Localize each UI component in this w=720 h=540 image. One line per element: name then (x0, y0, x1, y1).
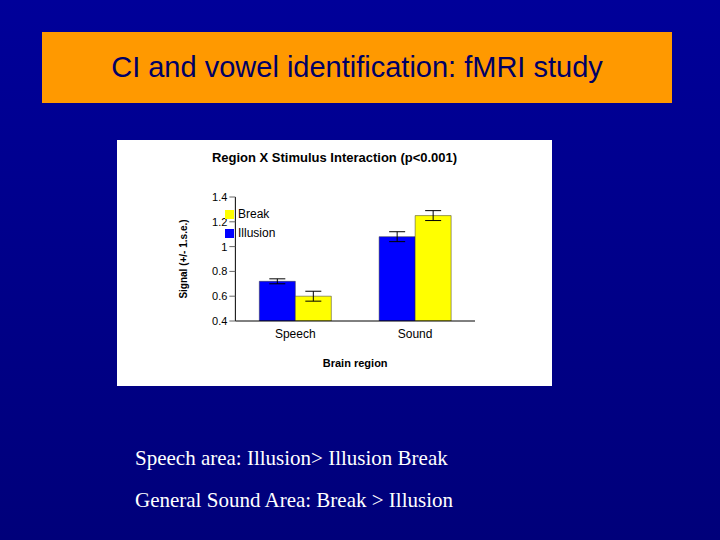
html-text:CI and vowel identification: f: CI and vowel identification: fMRI study (111, 51, 603, 83)
svg-text:1.2: 1.2 (212, 216, 227, 228)
html-text:General Sound Area: Break > Il: General Sound Area: Break > Illusion (135, 488, 453, 512)
svg-text:0.4: 0.4 (212, 315, 227, 327)
svg-text:0.6: 0.6 (212, 290, 227, 302)
html-text:Illusion: Illusion (238, 226, 276, 240)
html-text:Region X Stimulus Interaction: Region X Stimulus Interaction (p<0.001) (211, 150, 458, 165)
html-text:Speech area: Illusion> Illusio: Speech area: Illusion> Illusion Break (135, 446, 448, 470)
svg-text:Sound: Sound (398, 327, 433, 341)
html-text:Break: Break (238, 207, 270, 221)
svg-text:0.8: 0.8 (212, 265, 227, 277)
svg-text:1: 1 (221, 241, 227, 253)
svg-text:1.4: 1.4 (212, 191, 227, 203)
svg-text:Speech: Speech (275, 327, 316, 341)
svg-text:Signal (+/- 1.s.e.): Signal (+/- 1.s.e.) (178, 219, 189, 298)
svg-text:Brain region: Brain region (323, 357, 388, 369)
